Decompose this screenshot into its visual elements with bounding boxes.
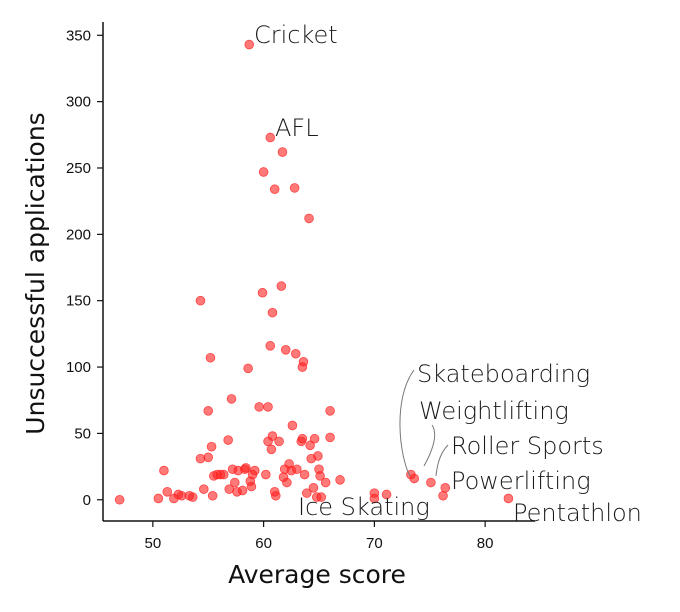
data-point [277, 147, 288, 157]
data-point [203, 452, 214, 463]
data-point [195, 453, 206, 464]
data-point [241, 463, 251, 473]
data-point [315, 471, 325, 481]
data-point [187, 492, 198, 502]
data-point [270, 490, 281, 501]
data-point [297, 433, 308, 444]
data-point [237, 485, 248, 496]
y-tick-label: 300 [66, 94, 91, 111]
data-point [409, 473, 420, 484]
data-point [249, 465, 260, 476]
y-tick-label: 50 [74, 425, 91, 442]
data-point [503, 493, 514, 504]
data-point [207, 490, 218, 501]
data-point [282, 477, 292, 488]
data-point [280, 345, 291, 355]
data-point [316, 492, 327, 502]
data-point [226, 394, 237, 404]
x-tick-label: 80 [477, 535, 494, 552]
leader-line-roller-sports [435, 444, 449, 477]
x-tick-label: 50 [145, 535, 162, 552]
y-axis-title: Unsuccessful applications [21, 112, 50, 434]
data-point [267, 431, 278, 441]
annotation-ice-skating: Ice Skating [298, 493, 430, 521]
axes [102, 22, 535, 522]
data-point [267, 307, 278, 318]
annotation-powerlifting: Powerlifting [451, 467, 591, 495]
data-point [325, 432, 335, 443]
data-point [223, 435, 233, 445]
point-annotations: Cricket AFL Skateboarding Weightlifting Roll… [254, 21, 642, 527]
data-point [244, 39, 255, 50]
data-point [203, 406, 214, 416]
data-point [309, 433, 320, 444]
data-point [276, 281, 287, 291]
data-point [292, 464, 302, 475]
data-point [308, 483, 319, 493]
data-point [243, 363, 253, 374]
data-point [325, 406, 335, 416]
data-point [335, 475, 345, 485]
y-tick-label: 350 [66, 27, 91, 44]
data-point [265, 132, 276, 143]
data-point [290, 348, 301, 359]
y-tick-label: 250 [66, 160, 91, 177]
data-point [195, 295, 206, 306]
data-point [199, 484, 209, 494]
annotation-pentathlon: Pentathlon [513, 499, 642, 527]
data-point [159, 465, 169, 476]
data-point [261, 469, 271, 480]
x-tick-label: 60 [255, 535, 272, 552]
y-tick-label: 100 [66, 359, 91, 376]
data-point [298, 356, 309, 367]
annotation-leader-lines [399, 369, 449, 477]
data-point [369, 493, 380, 504]
annotation-weightlifting: Weightlifting [419, 397, 569, 425]
y-tick-label: 150 [66, 293, 91, 310]
data-point [266, 444, 277, 455]
data-point [320, 477, 331, 488]
annotation-skateboarding: Skateboarding [417, 360, 590, 388]
leader-line-skateboarding [399, 369, 415, 477]
data-point [274, 436, 284, 447]
data-point [114, 494, 125, 505]
data-points [114, 39, 514, 505]
data-point [304, 213, 314, 224]
data-point [305, 440, 315, 451]
data-point [205, 352, 216, 363]
data-point [287, 420, 298, 431]
data-point [381, 489, 392, 500]
data-point [257, 287, 268, 298]
data-point [313, 451, 323, 461]
data-point [265, 341, 276, 351]
leader-line-weightlifting [423, 424, 436, 467]
annotation-afl: AFL [275, 114, 319, 142]
annotation-cricket: Cricket [254, 21, 338, 49]
data-point [289, 183, 300, 193]
data-point [440, 483, 451, 493]
axis-ticks: 50 60 70 80 0 50 100 150 200 250 300 350 [66, 27, 494, 552]
data-point [246, 481, 257, 492]
data-point [269, 184, 280, 195]
data-point [153, 493, 164, 504]
data-point [258, 167, 269, 177]
x-tick-label: 70 [366, 535, 383, 552]
data-point [162, 487, 173, 497]
data-point [206, 441, 217, 452]
x-axis-title: Average score [228, 560, 406, 589]
data-point [438, 490, 448, 501]
data-point [254, 402, 264, 412]
data-point [263, 402, 273, 412]
data-point [302, 488, 312, 498]
data-point [218, 469, 229, 480]
annotation-roller-sports: Roller Sports [451, 432, 604, 460]
y-tick-label: 200 [66, 226, 91, 243]
data-point [299, 469, 310, 480]
y-tick-label: 0 [83, 492, 91, 509]
data-point [230, 477, 240, 488]
data-point [426, 477, 436, 488]
